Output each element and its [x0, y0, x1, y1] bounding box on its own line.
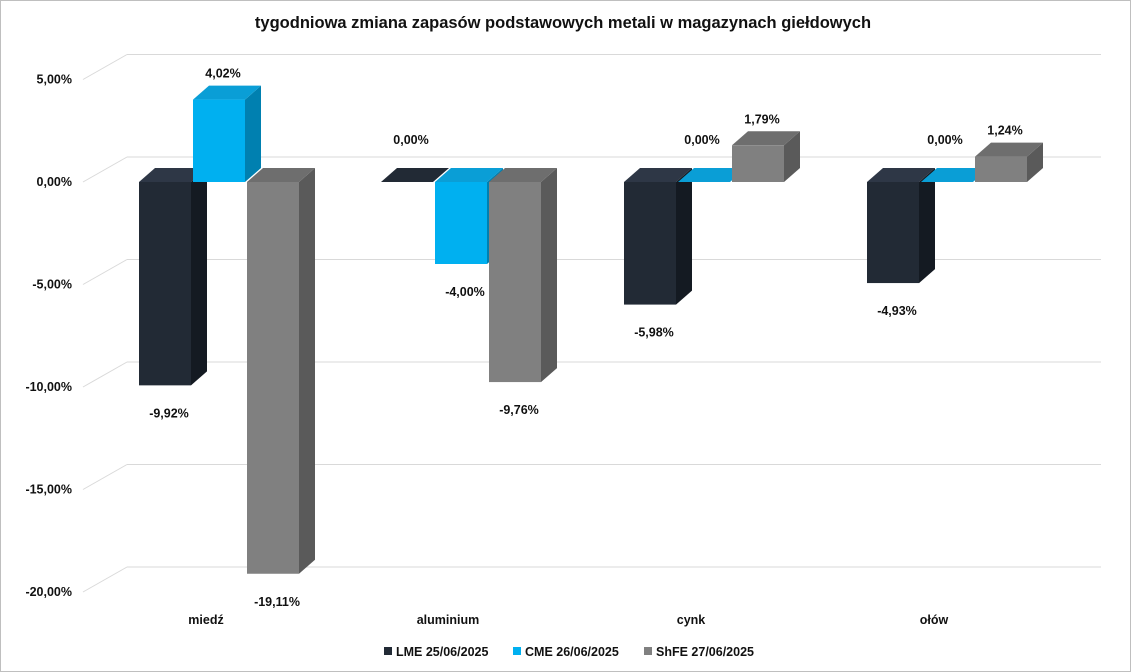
bar-front — [435, 182, 487, 264]
bar-cme-3 — [921, 168, 989, 182]
legend-swatch — [644, 647, 652, 655]
bar-top — [624, 168, 692, 182]
y-axis-tick-labels: 5,00% 0,00% -5,00% -10,00% -15,00% -20,00% — [25, 73, 72, 600]
gridline-diagonal — [82, 566, 128, 593]
bar-side — [784, 131, 800, 182]
bar-side — [919, 168, 935, 284]
gridline-diagonal — [82, 259, 128, 285]
chart-title: tygodniowa zmiana zapasów podstawowych m… — [255, 14, 871, 32]
bar-shfe-0 — [247, 168, 315, 574]
bar-side — [676, 168, 692, 305]
category-label: miedź — [188, 613, 223, 627]
data-label: -5,98% — [634, 326, 674, 340]
bar-cme-0 — [193, 85, 261, 182]
gridline-diagonal — [82, 361, 128, 388]
bar-top — [867, 168, 935, 182]
data-labels: -9,92% 4,02% -19,11% 0,00% -4,00% -9,76% -5,98… — [149, 67, 1023, 609]
bar-top — [975, 142, 1043, 157]
bar-top — [139, 168, 207, 182]
bars — [139, 85, 1043, 574]
bar-side — [245, 85, 261, 182]
legend: LME 25/06/2025 CME 26/06/2025 ShFE 27/06/2… — [384, 645, 754, 659]
y-tick-label: 5,00% — [37, 73, 72, 87]
bar-shfe-2 — [732, 131, 800, 182]
x-axis-category-labels: miedź aluminium cynk ołów — [188, 613, 948, 627]
category-label: aluminium — [417, 613, 480, 627]
bar-front — [624, 182, 676, 305]
bar-side — [1027, 142, 1043, 182]
gridline-diagonal — [82, 54, 128, 80]
bar-lme-3 — [867, 168, 935, 284]
bar-front — [247, 182, 299, 574]
bar-side — [541, 168, 557, 383]
y-tick-label: 0,00% — [37, 175, 72, 189]
data-label: 0,00% — [927, 133, 962, 147]
legend-swatch — [513, 647, 521, 655]
bar-lme-0 — [139, 168, 207, 386]
bar-lme-1 — [381, 168, 449, 182]
bar-top — [921, 168, 989, 182]
bar-front — [489, 182, 541, 383]
data-label: 0,00% — [393, 133, 428, 147]
data-label: 4,02% — [205, 67, 240, 81]
gridline-diagonal — [82, 464, 128, 490]
data-label: -9,92% — [149, 406, 189, 420]
category-label: ołów — [920, 613, 949, 627]
bar-top — [381, 168, 449, 182]
y-tick-label: -20,00% — [25, 585, 72, 599]
y-tick-label: -10,00% — [25, 380, 72, 394]
y-tick-label: -15,00% — [25, 483, 72, 497]
bar-front — [867, 182, 919, 284]
data-label: 0,00% — [684, 133, 719, 147]
bar-front — [193, 99, 245, 182]
data-label: 1,24% — [987, 124, 1022, 138]
bar-shfe-3 — [975, 142, 1043, 182]
category-label: cynk — [677, 613, 706, 627]
bar-top — [732, 131, 800, 146]
y-tick-label: -5,00% — [32, 278, 72, 292]
data-label: -19,11% — [254, 595, 300, 609]
data-label: 1,79% — [744, 112, 779, 126]
bar-front — [975, 156, 1027, 182]
bar-top — [489, 168, 557, 182]
data-label: -9,76% — [499, 403, 539, 417]
legend-label: CME 26/06/2025 — [525, 645, 619, 659]
bar-top — [193, 85, 261, 100]
bar-cme-2 — [678, 168, 746, 182]
bar-side — [299, 168, 315, 574]
bar-lme-2 — [624, 168, 692, 305]
bar-top — [678, 168, 746, 182]
data-label: -4,00% — [445, 285, 485, 299]
bar-front — [139, 182, 191, 386]
legend-label: ShFE 27/06/2025 — [656, 645, 754, 659]
data-label: -4,93% — [877, 304, 917, 318]
bar-top — [435, 168, 503, 182]
bar-side — [191, 168, 207, 386]
bar-front — [732, 145, 784, 182]
legend-swatch — [384, 647, 392, 655]
bar-shfe-1 — [489, 168, 557, 383]
bar-top — [247, 168, 315, 182]
gridline-diagonal — [82, 156, 128, 183]
legend-label: LME 25/06/2025 — [396, 645, 488, 659]
